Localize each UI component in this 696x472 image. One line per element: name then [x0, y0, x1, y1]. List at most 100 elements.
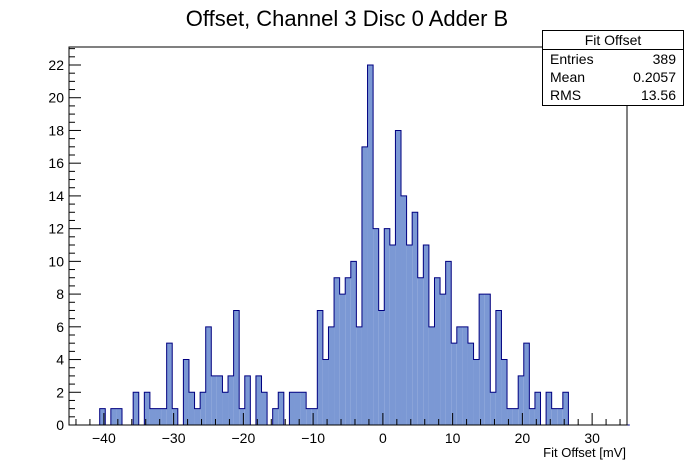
- y-tick-label: 14: [48, 188, 64, 204]
- histogram-bar: [473, 359, 480, 425]
- y-tick-label: 0: [56, 417, 64, 433]
- histogram-bar: [133, 392, 139, 425]
- histogram-bar: [322, 359, 329, 425]
- y-tick-label: 18: [48, 122, 64, 138]
- histogram-bar: [300, 392, 307, 425]
- histogram-bar: [479, 294, 485, 425]
- histogram-bar: [311, 408, 318, 425]
- histogram-bar: [507, 408, 513, 425]
- histogram-bar: [155, 408, 162, 425]
- histogram-bar: [428, 326, 435, 425]
- histogram-bar: [339, 294, 346, 425]
- histogram-bar: [172, 408, 178, 425]
- histogram-bar: [183, 359, 189, 425]
- histogram-bar: [306, 408, 312, 425]
- histogram-bar: [188, 392, 195, 425]
- histogram-bar: [529, 408, 535, 425]
- histogram-bar: [194, 408, 201, 425]
- histogram-bar: [445, 261, 452, 425]
- x-tick-label: 30: [584, 430, 600, 446]
- chart-title: Offset, Channel 3 Disc 0 Adder B: [186, 6, 508, 31]
- histogram-bar: [200, 392, 206, 425]
- histogram-bar: [389, 245, 396, 425]
- stats-mean-row: Mean 0.2057: [543, 68, 683, 86]
- x-tick-label: 20: [515, 430, 531, 446]
- histogram-bar: [440, 294, 446, 425]
- x-tick-label: 0: [379, 430, 387, 446]
- histogram-bar: [384, 228, 390, 425]
- histogram-bar: [462, 326, 468, 425]
- histogram-bar: [412, 212, 418, 425]
- histogram-bar: [423, 245, 429, 425]
- y-tick-label: 12: [48, 221, 64, 237]
- histogram-bar: [523, 343, 530, 425]
- histogram-bar: [361, 146, 368, 425]
- y-tick-label: 22: [48, 57, 64, 73]
- x-tick-label: −20: [232, 430, 256, 446]
- histogram-bar: [99, 408, 106, 425]
- y-tick-label: 20: [48, 90, 64, 106]
- histogram-bar: [406, 245, 413, 425]
- histogram-bar: [467, 343, 474, 425]
- histogram-outline: [71, 64, 630, 426]
- histogram-bar: [149, 408, 156, 425]
- histogram-bar: [490, 392, 496, 425]
- axes: −40 −30 −20 −10 0 10 20 30 0 2 4 6 8 10 12 14 16 18 20 22: [48, 46, 628, 446]
- histogram-bar: [367, 65, 374, 425]
- histogram-bar: [451, 343, 457, 425]
- histogram-bar: [557, 408, 563, 425]
- histogram-bar: [222, 392, 229, 425]
- y-tick-label: 6: [56, 319, 64, 335]
- stats-box: Fit Offset Entries 389 Mean 0.2057 RMS 1…: [542, 30, 684, 106]
- x-tick-label: 10: [445, 430, 461, 446]
- histogram-bar: [216, 375, 223, 425]
- histogram-bar: [211, 375, 217, 425]
- histogram-bar: [378, 310, 385, 425]
- histogram-bar: [512, 408, 519, 425]
- x-tick-label: −30: [162, 430, 186, 446]
- histogram-bar: [228, 375, 234, 425]
- stats-mean-value: 0.2057: [633, 69, 676, 85]
- plot-frame: [68, 46, 628, 426]
- histogram-bar: [328, 326, 335, 425]
- stats-entries-value: 389: [652, 51, 676, 67]
- histogram-bar: [434, 277, 441, 425]
- x-tick-label: −40: [92, 430, 116, 446]
- histogram-bar: [205, 326, 212, 425]
- histogram-bar: [166, 343, 173, 425]
- histogram-bar: [255, 375, 262, 425]
- histogram-bar: [356, 326, 362, 425]
- histogram-bar: [417, 277, 424, 425]
- stats-rms-label: RMS: [550, 87, 582, 103]
- histogram-bar: [456, 326, 463, 425]
- x-axis-label: Fit Offset [mV]: [543, 445, 626, 460]
- stats-rms-row: RMS 13.56: [543, 86, 683, 104]
- histogram-bar: [350, 261, 357, 425]
- y-tick-label: 4: [56, 352, 64, 368]
- histogram-bar: [551, 408, 558, 425]
- stats-entries-label: Entries: [550, 51, 594, 67]
- histogram-bar: [244, 375, 251, 425]
- histogram-bar: [239, 408, 245, 425]
- histogram-bars: [99, 65, 569, 426]
- histogram-bar: [534, 392, 541, 425]
- histogram-bar: [233, 310, 240, 425]
- histogram-bar: [501, 359, 508, 425]
- histogram-bar: [334, 277, 340, 425]
- histogram-bar: [272, 408, 279, 425]
- histogram-bar: [518, 375, 524, 425]
- histogram-bar: [261, 392, 268, 425]
- y-tick-label: 2: [56, 384, 64, 400]
- histogram-bar: [395, 130, 402, 426]
- histogram-bar: [562, 392, 569, 425]
- y-tick-label: 8: [56, 286, 64, 302]
- histogram-bar: [345, 277, 351, 425]
- histogram-bar: [546, 392, 552, 425]
- x-tick-label: −10: [301, 430, 325, 446]
- stats-entries-row: Entries 389: [543, 50, 683, 68]
- histogram-bar: [289, 392, 295, 425]
- histogram-bar: [495, 310, 502, 425]
- histogram-bar: [110, 408, 117, 425]
- stats-rms-value: 13.56: [640, 87, 676, 103]
